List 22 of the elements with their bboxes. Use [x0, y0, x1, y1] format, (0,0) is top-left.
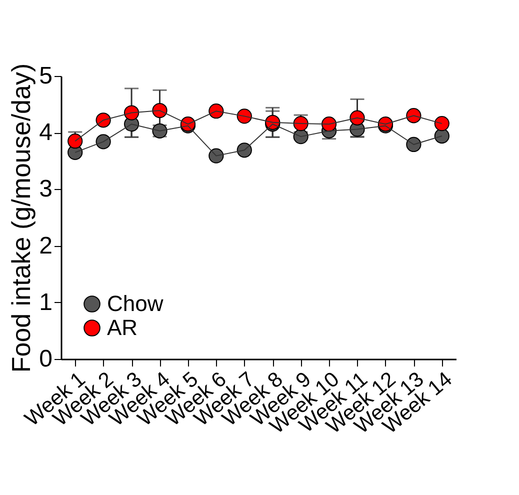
point [96, 134, 111, 150]
y-axis-title: Food intake (g/mouse/day) [6, 63, 36, 373]
y-tick-label: 1 [39, 288, 52, 316]
point [208, 148, 224, 164]
point [434, 116, 450, 132]
point [124, 105, 140, 120]
point [321, 116, 337, 132]
point [406, 136, 422, 152]
y-tick-label: 4 [39, 119, 52, 146]
point [96, 112, 111, 128]
y-tick-label: 2 [39, 232, 52, 260]
y-tick-label: 3 [39, 176, 52, 203]
legend-label: Chow [107, 291, 164, 316]
y-tick-label: 5 [39, 62, 52, 90]
point [208, 104, 224, 119]
point [406, 108, 422, 124]
legend-label: AR [107, 315, 138, 340]
point [236, 142, 252, 158]
point [152, 102, 168, 118]
y-tick-label: 0 [39, 346, 52, 372]
point [236, 108, 252, 124]
point [350, 110, 365, 126]
